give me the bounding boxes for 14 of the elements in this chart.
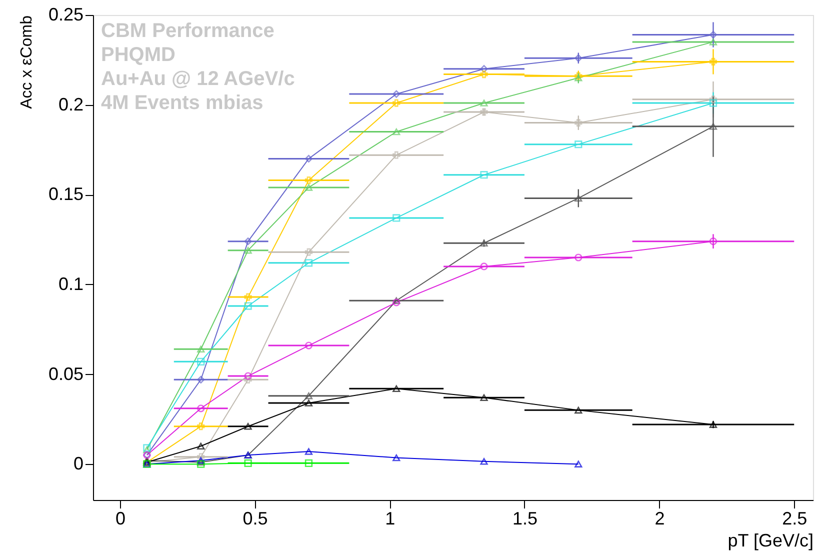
x-tick-label: 1 (385, 508, 396, 528)
y-tick-label: 0.1 (58, 274, 84, 294)
x-tick-label: 2 (654, 508, 665, 528)
y-tick-label: 0.25 (48, 4, 84, 24)
y-axis-title: Acc x εComb (18, 15, 36, 109)
y-tick-label: 0.2 (58, 94, 84, 114)
y-tick-label: 0.15 (48, 184, 84, 204)
x-tick-label: 2.5 (782, 508, 808, 528)
x-tick-label: 0.5 (242, 508, 268, 528)
x-tick-label: 0 (115, 508, 126, 528)
x-axis-title: pT [GeV/c] (728, 530, 814, 550)
x-tick-label: 1.5 (512, 508, 538, 528)
y-tick-label: 0.05 (48, 364, 84, 384)
y-tick-label: 0 (73, 454, 84, 474)
